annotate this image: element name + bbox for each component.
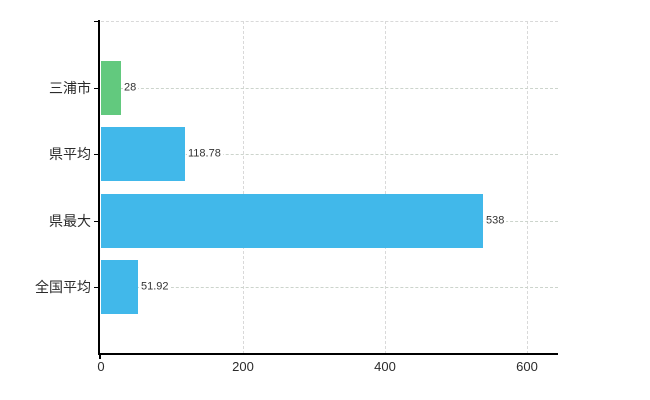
y-tick-3 (94, 287, 100, 288)
x-tick-label-200: 200 (232, 359, 254, 374)
category-label-3: 全国平均 (35, 279, 91, 295)
y-axis-line (98, 20, 100, 354)
y-axis-top-tick (94, 21, 100, 22)
bar-3 (101, 260, 138, 314)
value-label-3: 51.92 (140, 280, 171, 294)
category-label-0: 三浦市 (49, 80, 91, 96)
value-label-2: 538 (485, 214, 507, 228)
x-tick-label-400: 400 (374, 359, 396, 374)
category-label-1: 県平均 (49, 146, 91, 162)
row-gridline-1 (101, 154, 558, 155)
y-tick-0 (94, 88, 100, 89)
x-axis-line (98, 353, 558, 355)
row-gridline-0 (101, 88, 558, 89)
bar-0 (101, 61, 121, 115)
value-label-0: 28 (123, 81, 139, 95)
value-label-1: 118.78 (187, 147, 223, 161)
x-gridline-600 (527, 21, 528, 354)
y-tick-1 (94, 154, 100, 155)
plot-top-border (101, 21, 558, 22)
x-gridline-400 (385, 21, 386, 354)
y-tick-2 (94, 221, 100, 222)
bar-1 (101, 127, 185, 181)
x-axis-zero-tick (99, 354, 101, 359)
row-gridline-3 (101, 287, 558, 288)
x-gridline-200 (243, 21, 244, 354)
x-tick-label-600: 600 (516, 359, 538, 374)
x-tick-label-0: 0 (97, 359, 105, 374)
bar-2 (101, 194, 483, 248)
category-label-2: 県最大 (49, 213, 91, 229)
